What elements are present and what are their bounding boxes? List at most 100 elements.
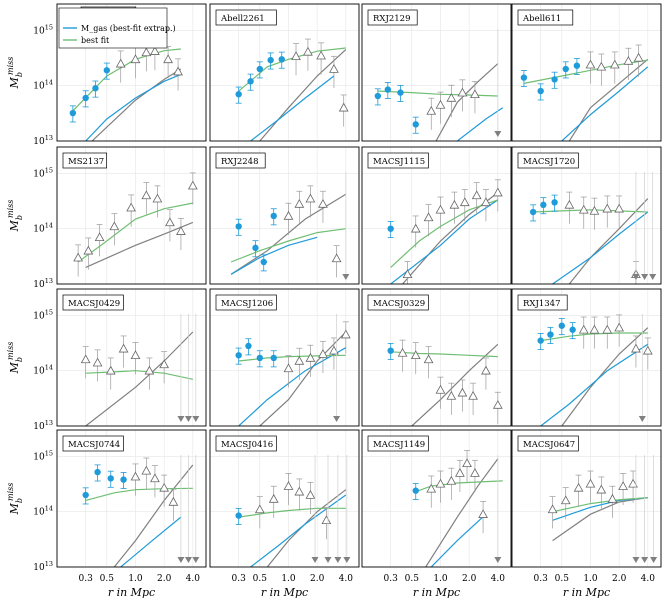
gas-mass-curve — [230, 236, 318, 275]
y-tick-label: 1014 — [33, 364, 53, 377]
data-point-measured — [384, 86, 392, 93]
panel-title-text: Abell2261 — [220, 14, 265, 24]
panel-plot-area — [387, 339, 503, 426]
data-point-triangle — [585, 59, 596, 69]
x-tick-label: 1.0 — [128, 574, 143, 584]
data-point-measured — [235, 223, 242, 230]
panel-title-text: MACSJ1149 — [373, 440, 425, 450]
data-point-measured — [245, 342, 252, 350]
data-point-measured — [537, 87, 544, 95]
exponent: 13 — [45, 277, 53, 285]
total-mass-curve — [85, 331, 194, 426]
best-fit-curve — [238, 354, 346, 362]
panel-title: RXJ2129 — [367, 9, 418, 26]
gas-mass-curve — [540, 343, 649, 426]
data-point-triangle — [602, 203, 613, 213]
exponent: 14 — [45, 222, 53, 230]
data-point-triangle — [283, 210, 294, 220]
data-point-triangle — [141, 47, 152, 57]
x-axis-label: r in Mpc — [108, 586, 155, 598]
upper-limit-arrow — [177, 416, 185, 422]
data-point-triangle — [402, 269, 413, 279]
data-point-triangle — [173, 66, 183, 76]
data-point-triangle — [109, 221, 120, 231]
panel-title-text: MACSJ1115 — [373, 157, 425, 167]
panel-title: MACSJ0416 — [215, 435, 277, 452]
data-point-triangle — [578, 204, 589, 214]
data-point-measured — [107, 475, 114, 482]
data-point-triangle — [126, 202, 136, 212]
data-point-triangle — [144, 365, 155, 375]
data-point-triangle — [564, 199, 575, 209]
data-point-triangle — [331, 253, 342, 263]
panel-title: MS2137 — [62, 152, 107, 169]
upper-limit-arrow — [343, 557, 351, 563]
data-point-measured — [558, 322, 566, 329]
data-point-measured — [256, 354, 264, 362]
y-tick-label: 1014 — [33, 505, 53, 518]
data-point-triangle — [318, 198, 328, 208]
data-point-triangle — [283, 363, 294, 373]
data-point-triangle — [141, 465, 152, 475]
data-point-triangle — [596, 484, 607, 494]
panel-frame — [361, 3, 512, 142]
best-fit-curve — [72, 48, 181, 112]
data-point-measured — [260, 258, 267, 266]
y-axis-label: Mbmiss — [6, 57, 24, 90]
panel-title-box — [215, 9, 277, 26]
legend-entry-label: M_gas (best-fit extrap.) — [81, 24, 176, 33]
data-point-measured — [270, 212, 277, 220]
panel-title-box — [517, 294, 568, 311]
data-point-triangle — [130, 471, 141, 481]
best-fit-curve — [230, 228, 346, 263]
upper-limit-arrow — [177, 557, 185, 563]
data-point-triangle — [321, 515, 332, 525]
data-point-triangle — [596, 61, 607, 71]
data-point-measured — [573, 62, 581, 69]
best-fit-curve — [238, 507, 346, 518]
x-tick-label: 1.0 — [583, 574, 598, 584]
upper-limit-arrow — [494, 557, 502, 563]
data-point-measured — [120, 476, 127, 483]
panel-title-box — [215, 435, 277, 452]
upper-limit-arrow — [192, 557, 200, 563]
panel-title: MACSJ1206 — [215, 294, 277, 311]
upper-limit-arrow — [333, 416, 341, 422]
total-mass-curve — [259, 331, 347, 426]
panel-title: RXJ1347 — [517, 294, 568, 311]
panel-title-text: RXJ1347 — [523, 299, 561, 309]
data-point-triangle — [426, 105, 437, 115]
y-tick-label: 1013 — [33, 134, 53, 147]
best-fit-curve — [85, 370, 193, 380]
upper-limit-arrow — [638, 416, 646, 422]
data-point-triangle — [589, 205, 600, 215]
y-tick-label: 1015 — [33, 308, 53, 321]
data-point-triangle — [585, 478, 596, 488]
data-point-triangle — [316, 50, 326, 60]
upper-limit-arrow — [184, 557, 192, 563]
panel-title: MACSJ0744 — [62, 435, 124, 452]
data-point-triangle — [165, 217, 175, 227]
y-tick-label: 1015 — [33, 166, 53, 179]
panel-plot-area — [537, 314, 653, 426]
panel-MACSJ0416: MACSJ0416 0.3 0.5 1.0 2.0 4.0 r in Mpc — [209, 429, 360, 599]
x-tick-label: 2.0 — [612, 574, 627, 584]
data-point-triangle — [329, 64, 339, 73]
data-point-triangle — [130, 350, 141, 360]
panel-title-box — [367, 435, 429, 452]
x-axis-label: r in Mpc — [261, 586, 308, 598]
exponent: 15 — [45, 23, 53, 31]
data-point-measured — [387, 347, 394, 354]
data-point-triangle — [294, 198, 305, 208]
panel-frame — [209, 429, 360, 568]
data-point-triangle — [492, 399, 503, 409]
panel-title: MACSJ1720 — [517, 152, 579, 169]
data-point-triangle — [457, 387, 468, 397]
upper-limit-arrow — [311, 557, 319, 563]
data-point-measured — [270, 354, 277, 362]
data-point-triangle — [457, 87, 468, 97]
data-point-triangle — [397, 347, 408, 357]
data-point-triangle — [631, 343, 641, 353]
panel-title-text: MACSJ0329 — [373, 299, 425, 309]
